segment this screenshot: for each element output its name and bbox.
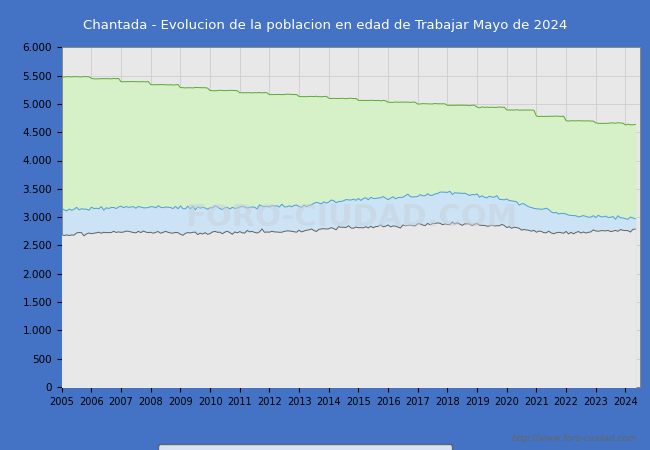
- Text: http://www.foro-ciudad.com: http://www.foro-ciudad.com: [512, 434, 637, 443]
- Text: Chantada - Evolucion de la poblacion en edad de Trabajar Mayo de 2024: Chantada - Evolucion de la poblacion en …: [83, 19, 567, 32]
- Text: FORO-CIUDAD.COM: FORO-CIUDAD.COM: [185, 202, 517, 232]
- Legend: Ocupados, Parados, Hab. entre 16-64: Ocupados, Parados, Hab. entre 16-64: [157, 445, 452, 450]
